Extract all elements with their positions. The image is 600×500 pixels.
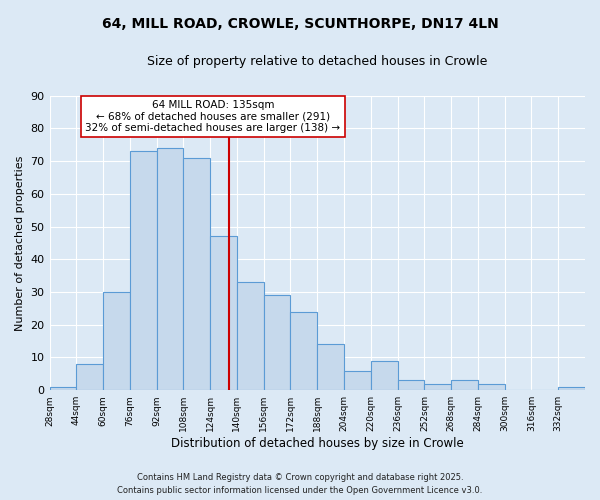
Bar <box>264 296 290 390</box>
Bar <box>290 312 317 390</box>
Bar <box>558 387 585 390</box>
Text: 64 MILL ROAD: 135sqm
← 68% of detached houses are smaller (291)
32% of semi-deta: 64 MILL ROAD: 135sqm ← 68% of detached h… <box>85 100 340 133</box>
Bar <box>76 364 103 390</box>
Bar <box>478 384 505 390</box>
Bar <box>237 282 264 390</box>
Bar <box>424 384 451 390</box>
Bar <box>344 370 371 390</box>
Y-axis label: Number of detached properties: Number of detached properties <box>15 155 25 330</box>
Text: Contains HM Land Registry data © Crown copyright and database right 2025.
Contai: Contains HM Land Registry data © Crown c… <box>118 474 482 495</box>
Bar <box>317 344 344 390</box>
Bar <box>210 236 237 390</box>
Bar <box>130 151 157 390</box>
Bar <box>157 148 184 390</box>
Title: Size of property relative to detached houses in Crowle: Size of property relative to detached ho… <box>147 55 487 68</box>
Bar <box>398 380 424 390</box>
Bar <box>103 292 130 390</box>
Bar <box>50 387 76 390</box>
Bar <box>371 360 398 390</box>
Text: 64, MILL ROAD, CROWLE, SCUNTHORPE, DN17 4LN: 64, MILL ROAD, CROWLE, SCUNTHORPE, DN17 … <box>101 18 499 32</box>
X-axis label: Distribution of detached houses by size in Crowle: Distribution of detached houses by size … <box>171 437 464 450</box>
Bar <box>451 380 478 390</box>
Bar <box>184 158 210 390</box>
